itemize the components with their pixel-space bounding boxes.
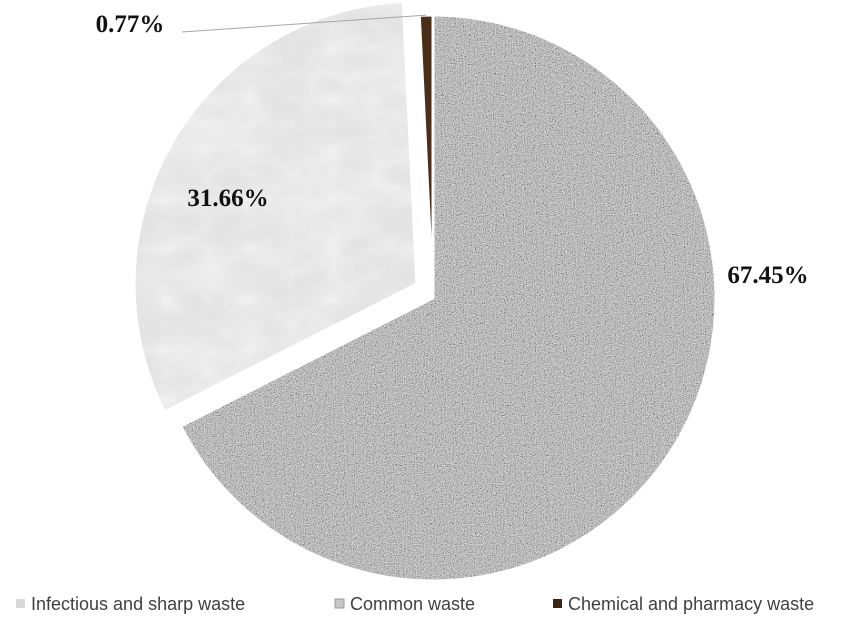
pie-slice-texture-common-waste: [134, 1, 418, 412]
legend-label-common-waste: Common waste: [350, 594, 475, 614]
legend: Infectious and sharp waste Common waste Ch…: [16, 594, 814, 614]
legend-swatch-common-waste: [334, 598, 345, 609]
data-label-common-waste: 31.66%: [187, 185, 268, 212]
data-label-infectious-and-sharp-waste: 67.45%: [727, 262, 808, 289]
legend-swatch-infectious-and-sharp-waste: [16, 599, 25, 608]
pie-slice-chemical-and-pharmacy-waste: [417, 13, 435, 299]
pie-slices: [132, 0, 718, 583]
legend-label-chemical-and-pharmacy-waste: Chemical and pharmacy waste: [568, 594, 814, 614]
data-label-chemical-and-pharmacy-waste: 0.77%: [96, 11, 165, 38]
legend-swatch-chemical-and-pharmacy-waste: [553, 599, 562, 608]
pie-slice-edge-infectious-and-sharp-waste: [178, 13, 718, 583]
leader-line-chemical-and-pharmacy-waste: [181, 14, 427, 33]
legend-label-infectious-and-sharp-waste: Infectious and sharp waste: [31, 594, 245, 614]
slice-labels: 67.45% 31.66% 0.77%: [96, 11, 809, 289]
pie-slice-edge-common-waste: [132, 0, 419, 415]
pie-slice-texture-infectious-and-sharp-waste: [180, 15, 716, 581]
